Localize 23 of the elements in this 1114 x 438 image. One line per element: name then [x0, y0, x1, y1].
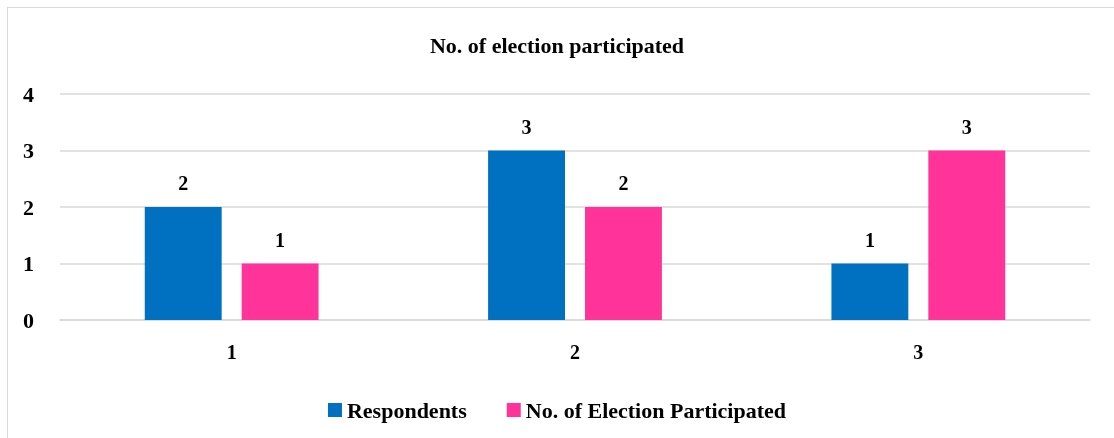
data-label: 1 [275, 228, 286, 251]
bar [488, 150, 565, 320]
data-label: 3 [961, 115, 972, 138]
y-tick-label: 1 [23, 251, 34, 276]
y-tick-label: 4 [23, 81, 34, 107]
bar [144, 207, 222, 320]
data-label: 3 [521, 115, 532, 138]
bar [241, 263, 319, 320]
bar [831, 263, 909, 320]
x-tick-label: 1 [226, 341, 237, 363]
chart-title: No. of election participated [429, 32, 685, 58]
data-label: 1 [864, 228, 875, 251]
data-label: 2 [178, 172, 189, 194]
x-tick-label: 3 [913, 341, 924, 363]
y-tick-label: 0 [23, 307, 34, 333]
y-tick-label: 2 [23, 194, 34, 220]
legend-label: Respondents [346, 397, 468, 423]
data-label: 2 [618, 172, 629, 194]
y-tick-label: 3 [23, 138, 34, 163]
bar [928, 150, 1006, 320]
bar [585, 207, 662, 320]
x-tick-label: 2 [570, 341, 580, 363]
legend-label: No. of Election Participated [525, 397, 787, 423]
